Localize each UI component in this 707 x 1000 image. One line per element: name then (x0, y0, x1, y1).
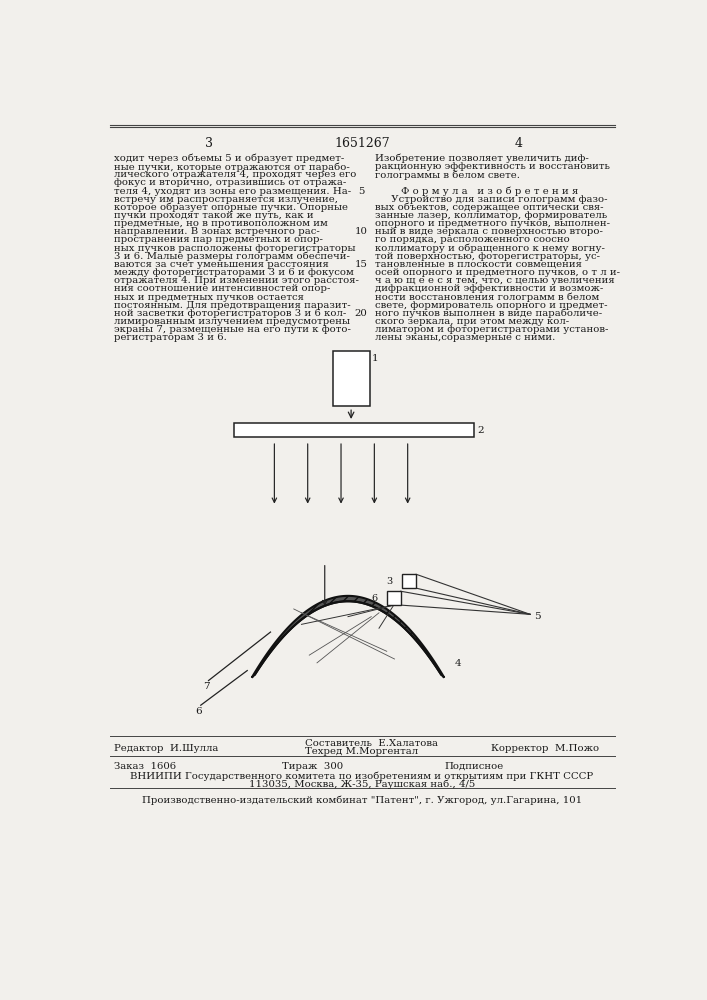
Text: лического отражателя 4, проходят через его: лического отражателя 4, проходят через е… (114, 170, 356, 179)
Text: 20: 20 (355, 309, 368, 318)
Bar (332, 351, 370, 406)
Text: Тираж  300: Тираж 300 (282, 762, 344, 771)
Text: 5: 5 (358, 187, 364, 196)
Text: ный в виде зеркала с поверхностью второ-: ный в виде зеркала с поверхностью второ- (375, 227, 603, 236)
Text: коллиматору и обращенного к нему вогну-: коллиматору и обращенного к нему вогну- (375, 244, 605, 253)
Text: 4: 4 (515, 137, 522, 150)
Text: лены эканы,соразмерные с ними.: лены эканы,соразмерные с ними. (375, 333, 556, 342)
Text: 5: 5 (534, 612, 541, 621)
Text: ВНИИПИ Государственного комитета по изобретениям и открытиям при ГКНТ СССР: ВНИИПИ Государственного комитета по изоб… (130, 771, 593, 781)
Text: пространения пар предметных и опор-: пространения пар предметных и опор- (114, 235, 323, 244)
Text: 6: 6 (371, 594, 378, 603)
Text: 4: 4 (455, 659, 462, 668)
Text: 1: 1 (372, 354, 379, 363)
Text: ного пучков выполнен в виде параболиче-: ного пучков выполнен в виде параболиче- (375, 309, 602, 318)
Text: 2: 2 (477, 426, 484, 435)
Text: Производственно-издательский комбинат "Патент", г. Ужгород, ул.Гагарина, 101: Производственно-издательский комбинат "П… (142, 795, 582, 805)
Text: предметные, но в противоположном им: предметные, но в противоположном им (114, 219, 328, 228)
Text: ния соотношение интенсивностей опор-: ния соотношение интенсивностей опор- (114, 284, 330, 293)
Text: ракционную эффективность и восстановить: ракционную эффективность и восстановить (375, 162, 610, 171)
Text: ваются за счет уменьшения расстояния: ваются за счет уменьшения расстояния (114, 260, 329, 269)
Text: 3: 3 (387, 577, 393, 586)
Text: Составитель  Е.Халатова: Составитель Е.Халатова (305, 739, 438, 748)
Text: Заказ  1606: Заказ 1606 (114, 762, 176, 771)
Text: го порядка, расположенного соосно: го порядка, расположенного соосно (375, 235, 570, 244)
Text: вых объектов, содержащее оптически свя-: вых объектов, содержащее оптически свя- (375, 203, 604, 212)
Text: направлении. В зонах встречного рас-: направлении. В зонах встречного рас- (114, 227, 320, 236)
Text: 1651267: 1651267 (334, 137, 390, 150)
Polygon shape (252, 596, 444, 678)
Text: свете, формирователь опорного и предмет-: свете, формирователь опорного и предмет- (375, 301, 607, 310)
Text: 113035, Москва, Ж-35, Раушская наб., 4/5: 113035, Москва, Ж-35, Раушская наб., 4/5 (249, 779, 475, 789)
Text: тановленные в плоскости совмещения: тановленные в плоскости совмещения (375, 260, 582, 269)
Text: Подписное: Подписное (445, 762, 504, 771)
Text: ности восстановления голограмм в белом: ности восстановления голограмм в белом (375, 293, 600, 302)
Text: отражателя 4. При изменении этого расстоя-: отражателя 4. При изменении этого рассто… (114, 276, 359, 285)
Text: Корректор  М.Пожо: Корректор М.Пожо (491, 744, 600, 753)
Text: 6: 6 (195, 707, 202, 716)
Text: между фоторегистраторами 3 и 6 и фокусом: между фоторегистраторами 3 и 6 и фокусом (114, 268, 354, 277)
Text: теля 4, уходят из зоны его размещения. На-: теля 4, уходят из зоны его размещения. Н… (114, 187, 351, 196)
Text: опорного и предметного пучков, выполнен-: опорного и предметного пучков, выполнен- (375, 219, 610, 228)
Bar (234, 423, 474, 437)
Text: 3 и 6. Малые размеры голограмм обеспечи-: 3 и 6. Малые размеры голограмм обеспечи- (114, 252, 350, 261)
Text: ной засветки фоторегистраторов 3 и 6 кол-: ной засветки фоторегистраторов 3 и 6 кол… (114, 309, 346, 318)
Text: занные лазер, коллиматор, формирователь: занные лазер, коллиматор, формирователь (375, 211, 607, 220)
Text: 15: 15 (355, 260, 368, 269)
Text: Устройство для записи голограмм фазо-: Устройство для записи голограмм фазо- (375, 195, 607, 204)
Text: экраны 7, размещенные на его пути к фото-: экраны 7, размещенные на его пути к фото… (114, 325, 351, 334)
Text: осей опорного и предметного пучков, о т л и-: осей опорного и предметного пучков, о т … (375, 268, 620, 277)
Text: ные пучки, которые отражаются от парабо-: ные пучки, которые отражаются от парабо- (114, 162, 350, 172)
Text: лиматором и фоторегистраторами установ-: лиматором и фоторегистраторами установ- (375, 325, 609, 334)
Text: Редактор  И.Шулла: Редактор И.Шулла (114, 744, 218, 753)
Text: 3: 3 (204, 137, 213, 150)
Text: дифракционной эффективности и возмож-: дифракционной эффективности и возмож- (375, 284, 603, 293)
Text: Изобретение позволяет увеличить диф-: Изобретение позволяет увеличить диф- (375, 154, 589, 163)
Text: 7: 7 (203, 682, 210, 691)
Bar (402, 574, 416, 588)
Text: ского зеркала, при этом между кол-: ского зеркала, при этом между кол- (375, 317, 569, 326)
Text: ч а ю щ е е с я тем, что, с целью увеличения: ч а ю щ е е с я тем, что, с целью увелич… (375, 276, 615, 285)
Text: лимированным излучением предусмотрены: лимированным излучением предусмотрены (114, 317, 350, 326)
Text: ных и предметных пучков остается: ных и предметных пучков остается (114, 293, 304, 302)
Text: постоянным. Для предотвращения паразит-: постоянным. Для предотвращения паразит- (114, 301, 351, 310)
Text: голограммы в белом свете.: голограммы в белом свете. (375, 170, 520, 180)
Bar (387, 591, 401, 605)
Text: которое образует опорные пучки. Опорные: которое образует опорные пучки. Опорные (114, 203, 348, 212)
Text: 10: 10 (355, 227, 368, 236)
Text: Ф о р м у л а   и з о б р е т е н и я: Ф о р м у л а и з о б р е т е н и я (401, 187, 578, 196)
Text: пучки проходят такой же путь, как и: пучки проходят такой же путь, как и (114, 211, 314, 220)
Text: ных пучков расположены фоторегистраторы: ных пучков расположены фоторегистраторы (114, 244, 356, 253)
Text: той поверхностью, фоторегистраторы, ус-: той поверхностью, фоторегистраторы, ус- (375, 252, 600, 261)
Text: фокус и вторично, отразившись от отража-: фокус и вторично, отразившись от отража- (114, 178, 346, 187)
Text: Техред М.Моргентал: Техред М.Моргентал (305, 747, 419, 756)
Text: встречу им распространяется излучение,: встречу им распространяется излучение, (114, 195, 338, 204)
Text: ходит через объемы 5 и образует предмет-: ходит через объемы 5 и образует предмет- (114, 154, 344, 163)
Text: регистраторам 3 и 6.: регистраторам 3 и 6. (114, 333, 227, 342)
